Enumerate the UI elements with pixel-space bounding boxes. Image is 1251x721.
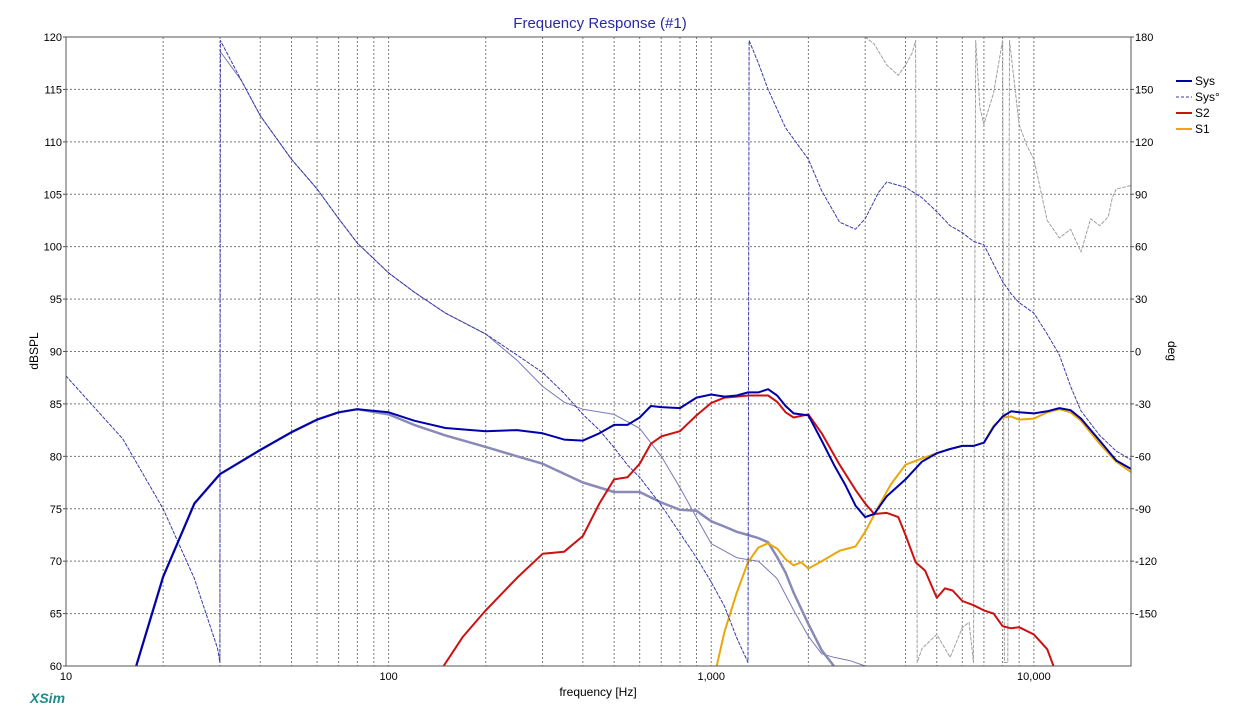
y-tick-label: 120 (44, 32, 62, 44)
chart-title: Frequency Response (#1) (513, 15, 686, 32)
series-line-sys (135, 388, 1131, 666)
y2-tick-label: -30 (1135, 399, 1151, 411)
y-tick-label: 75 (50, 504, 62, 516)
x-tick-label: 10,000 (1017, 671, 1051, 683)
series-line-aux-6 (864, 37, 1131, 663)
x-tick-label: 1,000 (697, 671, 725, 683)
y-axis-label-right: deg (1165, 341, 1179, 361)
y-tick-label: 100 (44, 242, 62, 254)
y2-tick-label: 30 (1135, 294, 1147, 306)
y-tick-label: 70 (50, 556, 62, 568)
y-tick-label: 95 (50, 294, 62, 306)
y2-tick-label: 0 (1135, 347, 1141, 359)
series-line-s2 (442, 394, 1055, 666)
y2-tick-label: 150 (1135, 84, 1153, 96)
y2-tick-label: 90 (1135, 189, 1147, 201)
y-tick-label: 85 (50, 399, 62, 411)
legend-label-s1: S1 (1195, 122, 1210, 136)
y2-tick-label: 120 (1135, 137, 1153, 149)
y-axis-label-left: dBSPL (27, 332, 41, 370)
legend-label-sys: Sys (1195, 74, 1215, 88)
y-tick-label: 80 (50, 451, 62, 463)
y-tick-label: 110 (44, 137, 62, 149)
tick-labels: 6065707580859095100105110115120-150-120-… (44, 32, 1157, 683)
legend-label-s2: S2 (1195, 106, 1210, 120)
y2-tick-label: -60 (1135, 451, 1151, 463)
y2-tick-label: 60 (1135, 242, 1147, 254)
series-line-s1 (715, 408, 1131, 666)
x-tick-label: 10 (60, 671, 72, 683)
y2-tick-label: -120 (1135, 556, 1157, 568)
legend: Sys Sys° S2 S1 (1176, 74, 1220, 136)
y-tick-label: 60 (50, 661, 62, 673)
y-tick-label: 90 (50, 347, 62, 359)
y-tick-label: 115 (44, 84, 62, 96)
x-axis-label: frequency [Hz] (559, 685, 636, 699)
series-line-sys-phase (66, 40, 1131, 663)
y2-tick-label: -90 (1135, 504, 1151, 516)
y-tick-label: 65 (50, 609, 62, 621)
y2-tick-label: 180 (1135, 32, 1153, 44)
xsim-logo: XSim (29, 690, 65, 706)
y2-tick-label: -150 (1135, 609, 1157, 621)
x-tick-label: 100 (379, 671, 397, 683)
legend-label-sys-phase: Sys° (1195, 90, 1220, 104)
y-tick-label: 105 (44, 189, 62, 201)
grid-lines (66, 37, 1131, 666)
series-line-aux-4 (134, 407, 836, 666)
plot-area (66, 37, 1131, 666)
